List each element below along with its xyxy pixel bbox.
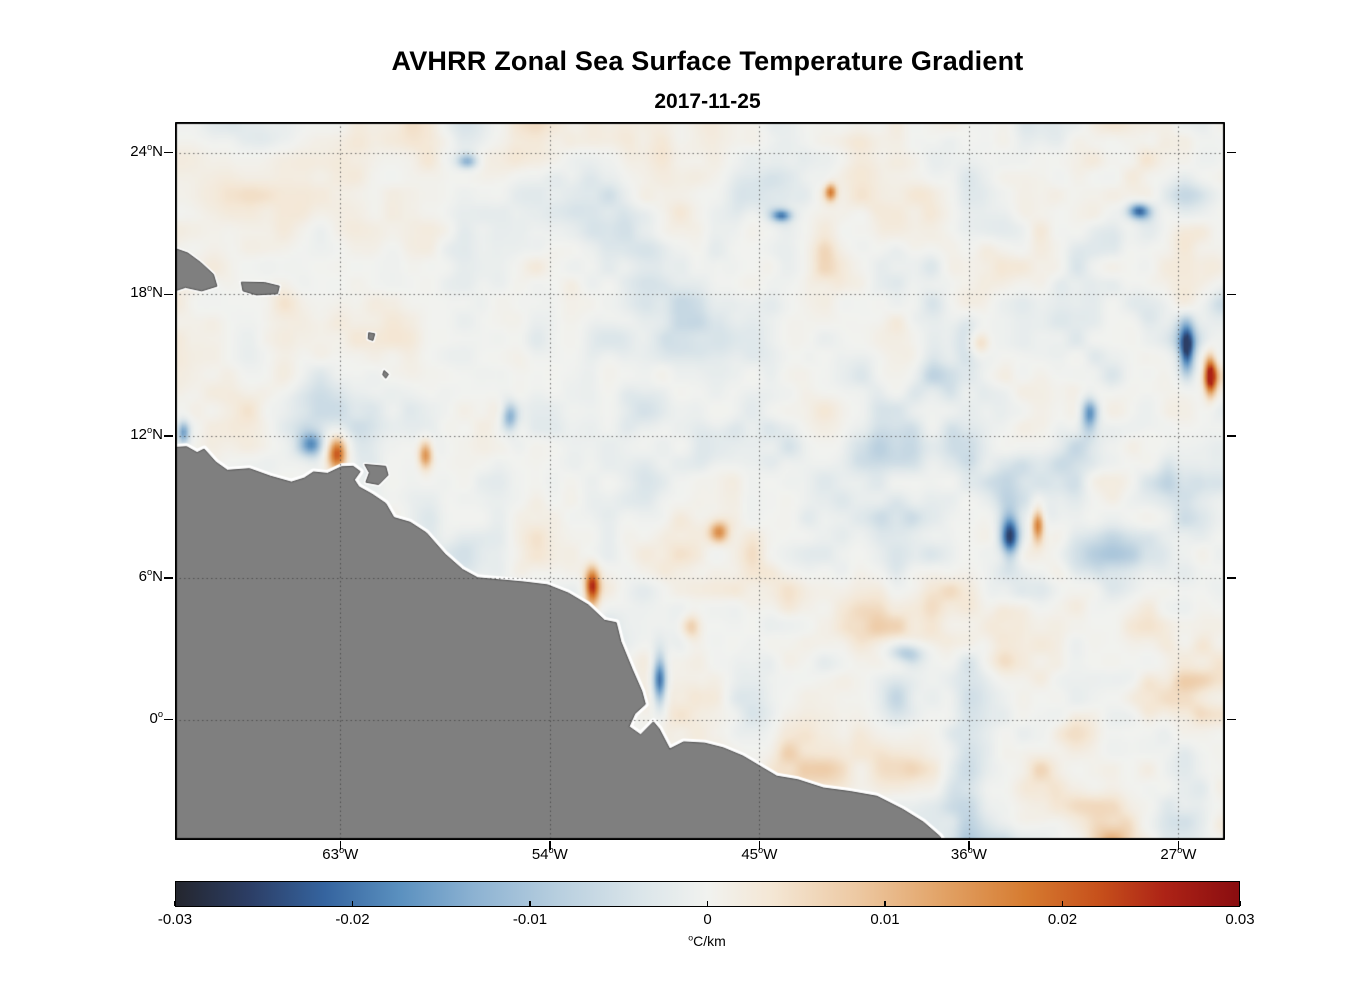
colorbar-tick-mark bbox=[174, 901, 176, 906]
lat-tick-label: 12oN bbox=[130, 425, 163, 444]
colorbar-tick-label: -0.03 bbox=[157, 911, 193, 928]
colorbar-tick-mark bbox=[1061, 901, 1064, 906]
lat-tick-mark bbox=[164, 293, 173, 296]
degree-symbol: o bbox=[688, 932, 694, 943]
colorbar-tick-mark bbox=[706, 901, 709, 906]
map-canvas bbox=[175, 122, 1225, 840]
lat-tick-mark bbox=[1227, 718, 1236, 721]
lon-tick-mark bbox=[758, 841, 761, 850]
lon-tick-mark bbox=[339, 841, 342, 850]
colorbar-tick-label: -0.01 bbox=[512, 911, 548, 928]
lat-tick-label: 0o bbox=[149, 708, 163, 727]
colorbar-tick-mark bbox=[351, 901, 354, 906]
lat-tick-label: 24oN bbox=[130, 141, 163, 160]
colorbar-tick-label: 0.01 bbox=[870, 911, 900, 928]
figure-title: AVHRR Zonal Sea Surface Temperature Grad… bbox=[391, 46, 1024, 76]
colorbar-tick-label: 0 bbox=[703, 911, 712, 928]
lon-tick-mark bbox=[1177, 841, 1180, 850]
lon-tick-label: 45oW bbox=[741, 845, 778, 863]
lon-tick-mark bbox=[549, 841, 551, 850]
lat-tick-mark bbox=[164, 577, 173, 579]
colorbar-tick-label: -0.02 bbox=[335, 911, 370, 928]
lat-tick-mark bbox=[1227, 293, 1236, 296]
lon-tick-label: 27oW bbox=[1160, 845, 1197, 863]
lat-tick-mark bbox=[1227, 577, 1236, 579]
lat-tick-mark bbox=[1227, 151, 1236, 154]
colorbar-tick-label: 0.02 bbox=[1047, 911, 1078, 928]
colorbar-unit-label: oC/km bbox=[607, 933, 807, 949]
lat-tick-mark bbox=[164, 435, 173, 437]
lon-tick-label: 63oW bbox=[322, 845, 359, 863]
unit-text: C/km bbox=[693, 933, 726, 949]
colorbar-tick-mark bbox=[884, 901, 886, 906]
lon-tick-mark bbox=[968, 841, 970, 850]
figure-subtitle: 2017-11-25 bbox=[654, 90, 761, 113]
lon-tick-label: 54oW bbox=[531, 845, 568, 863]
lat-tick-label: 6oN bbox=[138, 566, 163, 585]
lon-tick-label: 36oW bbox=[950, 845, 987, 863]
colorbar-tick-mark bbox=[529, 901, 531, 906]
lat-tick-label: 18oN bbox=[130, 283, 163, 302]
colorbar-tick-mark bbox=[1239, 901, 1241, 906]
lat-tick-mark bbox=[164, 718, 173, 721]
lat-tick-mark bbox=[164, 151, 173, 154]
lat-tick-mark bbox=[1227, 435, 1236, 437]
colorbar-tick-label: 0.03 bbox=[1225, 911, 1255, 928]
